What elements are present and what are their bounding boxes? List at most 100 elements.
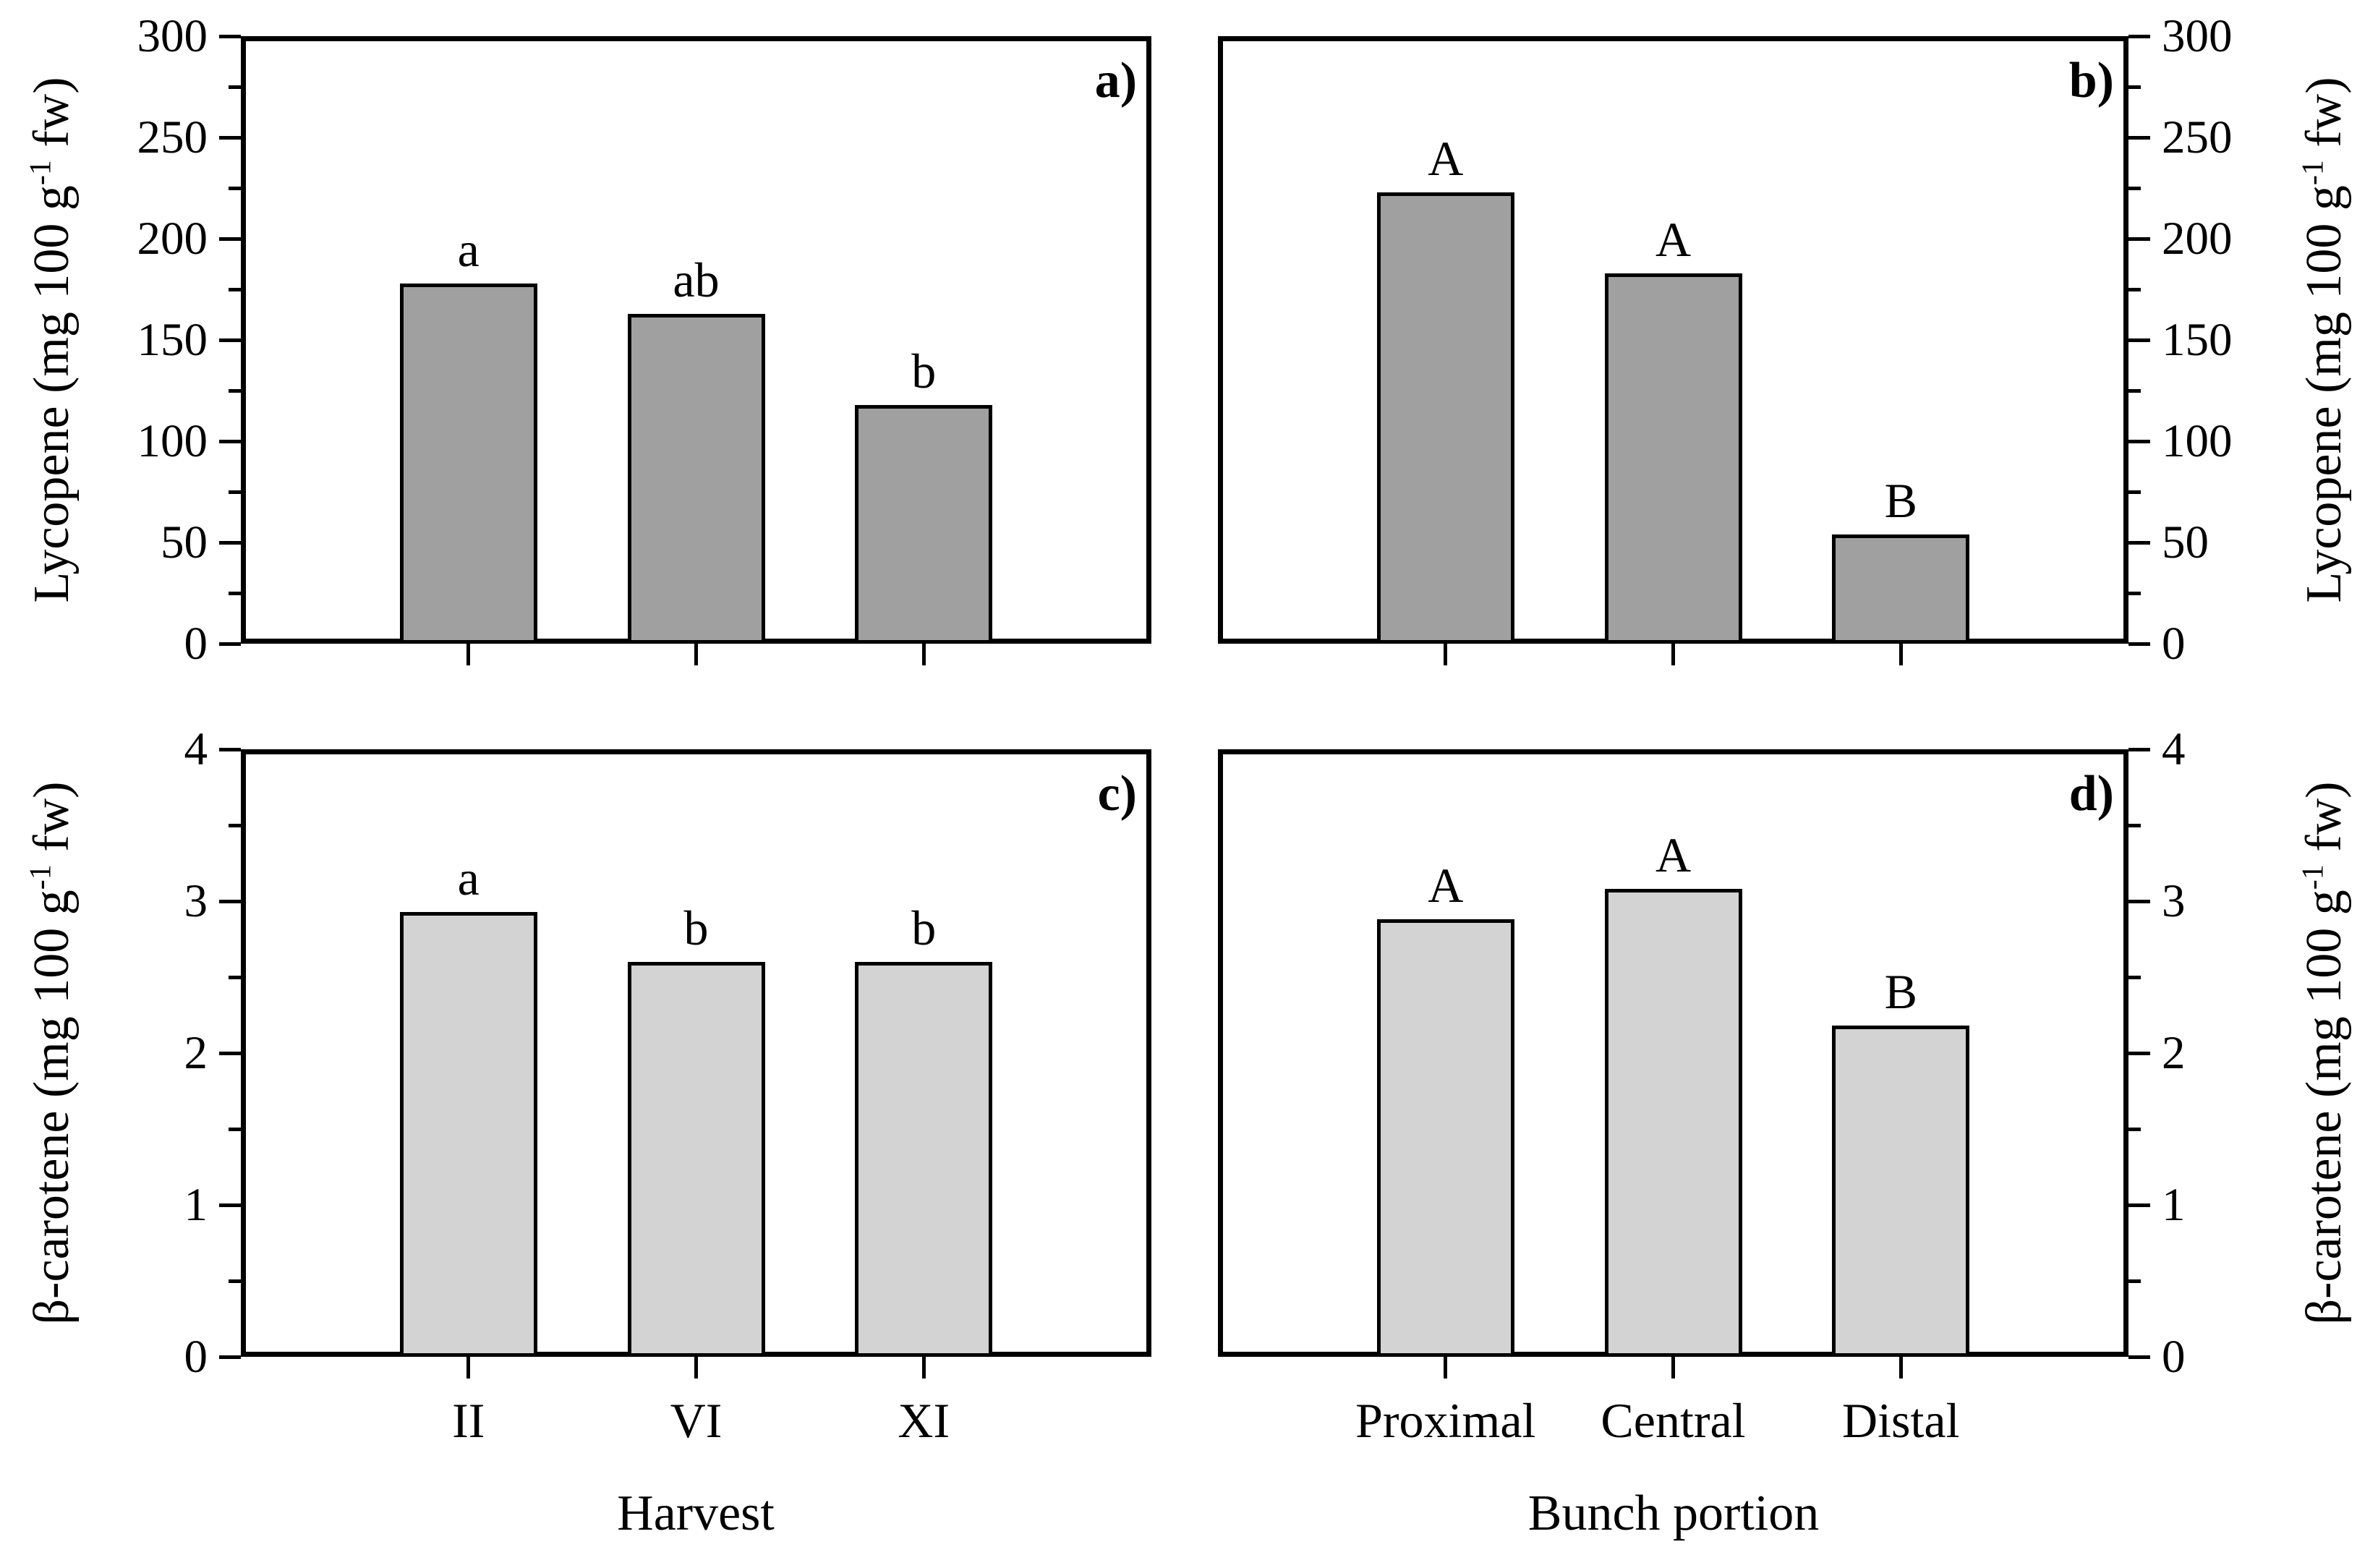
y-tick-label: 250 (2162, 111, 2233, 163)
panel-label-d: d) (2068, 766, 2114, 822)
y-title-superscript: -1 (2296, 160, 2330, 186)
y-major-tick (2128, 338, 2150, 342)
y-minor-tick (229, 287, 241, 291)
sig-letter-a-II: a (457, 221, 480, 277)
y-tick-label: 250 (137, 111, 208, 163)
bar-d-Distal (1832, 1026, 1970, 1357)
x-tick-label-II: II (452, 1393, 485, 1448)
x-tick (1444, 644, 1448, 665)
x-tick-label-Central: Central (1601, 1393, 1746, 1448)
y-minor-tick (2128, 975, 2141, 979)
y-major-tick (2128, 747, 2150, 751)
y-minor-tick (2128, 388, 2141, 393)
y-minor-tick (229, 1279, 241, 1283)
x-tick (466, 1357, 471, 1379)
bar-c-VI (627, 962, 765, 1357)
y-minor-tick (2128, 186, 2141, 190)
y-major-tick (2128, 540, 2150, 545)
y-major-tick (2128, 1051, 2150, 1055)
y-title-text: fw) (24, 781, 80, 865)
x-tick (921, 644, 926, 665)
sig-letter-b-Central: A (1655, 211, 1692, 267)
y-minor-tick (229, 591, 241, 595)
y-tick-label: 300 (137, 10, 208, 62)
y-major-tick (2128, 642, 2150, 646)
y-major-tick (219, 1051, 241, 1055)
y-minor-tick (2128, 1127, 2141, 1131)
y-tick-label: 3 (184, 875, 208, 927)
y-minor-tick (229, 823, 241, 827)
y-major-tick (219, 135, 241, 140)
x-tick-label-VI: VI (670, 1393, 723, 1448)
y-title-text: β-carotene (mg 100 g (2296, 890, 2352, 1325)
y-tick-label: 300 (2162, 10, 2233, 62)
y-minor-tick (229, 388, 241, 393)
y-major-tick (2128, 1355, 2150, 1359)
y-major-tick (2128, 899, 2150, 903)
y-major-tick (219, 747, 241, 751)
x-tick (694, 644, 698, 665)
y-tick-label: 150 (2162, 314, 2233, 366)
x-tick-label-XI: XI (898, 1393, 950, 1448)
bar-a-II (399, 283, 537, 644)
x-axis-title-bunch-portion: Bunch portion (1527, 1486, 1820, 1541)
sig-letter-d-Distal: B (1884, 964, 1917, 1020)
sig-letter-a-VI: ab (673, 252, 720, 307)
x-tick (1444, 1357, 1448, 1379)
y-tick-label: 1 (184, 1179, 208, 1231)
x-tick (921, 1357, 926, 1379)
y-major-tick (2128, 135, 2150, 140)
y-title-text: fw) (2296, 781, 2352, 865)
y-tick-label: 50 (161, 516, 208, 568)
sig-letter-d-Central: A (1655, 827, 1692, 883)
y-minor-tick (229, 1127, 241, 1131)
y-tick-label: 100 (2162, 415, 2233, 467)
y-minor-tick (229, 975, 241, 979)
y-title-superscript: -1 (24, 160, 58, 186)
x-tick-label-Proximal: Proximal (1355, 1393, 1536, 1448)
y-minor-tick (2128, 1279, 2141, 1283)
y-minor-tick (2128, 490, 2141, 494)
y-minor-tick (2128, 85, 2141, 89)
y-minor-tick (229, 186, 241, 190)
bar-d-Proximal (1376, 919, 1514, 1357)
bar-b-Proximal (1376, 192, 1514, 644)
x-tick-label-Distal: Distal (1842, 1393, 1960, 1448)
bar-d-Central (1604, 889, 1742, 1357)
y-major-tick (2128, 34, 2150, 38)
x-tick (1671, 1357, 1675, 1379)
y-major-tick (219, 899, 241, 903)
x-axis-title-harvest: Harvest (617, 1486, 775, 1541)
y-tick-label: 1 (2162, 1179, 2186, 1231)
x-tick (1671, 644, 1675, 665)
panel-label-b: b) (2068, 53, 2114, 108)
bar-c-II (399, 911, 537, 1357)
bar-b-Distal (1832, 534, 1970, 644)
y-tick-label: 2 (184, 1027, 208, 1079)
y-title-text: β-carotene (mg 100 g (24, 890, 80, 1325)
y-minor-tick (229, 85, 241, 89)
x-tick (1898, 1357, 1903, 1379)
panel-label-c: c) (1097, 766, 1137, 822)
y-tick-label: 50 (2162, 516, 2209, 568)
sig-letter-a-XI: b (911, 343, 937, 399)
y-major-tick (2128, 237, 2150, 241)
y-minor-tick (2128, 287, 2141, 291)
x-tick (1898, 644, 1903, 665)
y-major-tick (219, 34, 241, 38)
y-tick-label: 200 (2162, 213, 2233, 265)
sig-letter-c-VI: b (683, 900, 709, 955)
y-major-tick (2128, 439, 2150, 443)
y-major-tick (219, 1203, 241, 1207)
sig-letter-b-Proximal: A (1428, 130, 1464, 186)
bar-a-VI (627, 313, 765, 644)
y-tick-label: 3 (2162, 875, 2186, 927)
sig-letter-b-Distal: B (1884, 472, 1917, 528)
y-tick-label: 100 (137, 415, 208, 467)
x-tick (694, 1357, 698, 1379)
y-tick-label: 0 (184, 1331, 208, 1383)
y-tick-label: 0 (2162, 618, 2186, 670)
y-major-tick (219, 439, 241, 443)
y-tick-label: 4 (184, 723, 208, 775)
